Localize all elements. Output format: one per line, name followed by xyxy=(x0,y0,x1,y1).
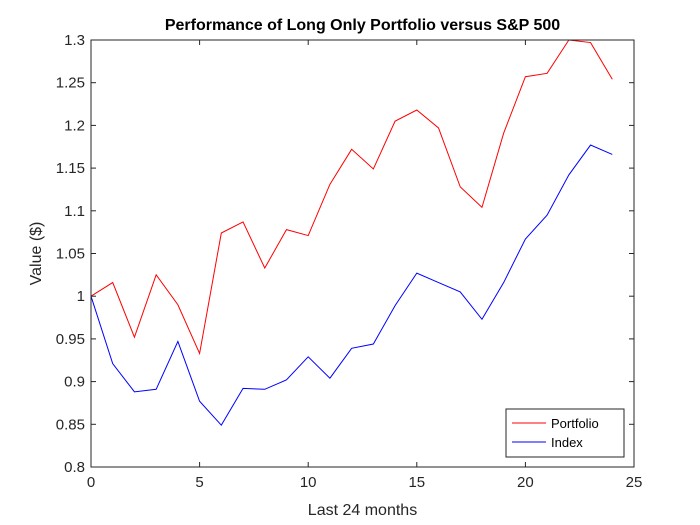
x-tick-label: 5 xyxy=(195,474,203,491)
y-tick-label: 0.8 xyxy=(64,459,85,476)
y-tick-label: 0.9 xyxy=(64,374,85,391)
series-layer xyxy=(90,39,613,426)
legend-label-portfolio: Portfolio xyxy=(551,416,599,431)
y-tick-label: 1.1 xyxy=(64,203,85,220)
x-tick-label: 10 xyxy=(300,474,317,491)
series-line-portfolio xyxy=(90,39,613,356)
y-tick-label: 0.85 xyxy=(56,416,85,433)
y-tick-label: 1.15 xyxy=(56,160,85,177)
legend-label-index: Index xyxy=(551,435,583,450)
x-tick-label: 15 xyxy=(408,474,425,491)
y-tick-label: 1 xyxy=(77,288,85,305)
plot-area xyxy=(91,40,634,467)
legend-box xyxy=(505,408,625,458)
x-tick-label: 25 xyxy=(626,474,643,491)
chart-title: Performance of Long Only Portfolio versu… xyxy=(165,17,560,34)
x-tick-label: 20 xyxy=(517,474,534,491)
y-tick-label: 1.25 xyxy=(56,75,85,92)
y-axis-label: Value ($) xyxy=(28,222,45,286)
y-tick-label: 1.3 xyxy=(64,32,85,49)
x-axis-label: Last 24 months xyxy=(308,502,417,519)
y-tick-label: 1.05 xyxy=(56,246,85,263)
y-tick-label: 0.95 xyxy=(56,331,85,348)
x-tick-label: 0 xyxy=(87,474,95,491)
axes-layer: 0 5 10 15 20 25 0.8 0.85 0.9 0.95 1 1.05 1.1 1.15 1.2 1… xyxy=(56,32,643,491)
legend: Portfolio Index xyxy=(505,408,625,458)
y-tick-label: 1.2 xyxy=(64,117,85,134)
series-line-index xyxy=(90,144,613,426)
